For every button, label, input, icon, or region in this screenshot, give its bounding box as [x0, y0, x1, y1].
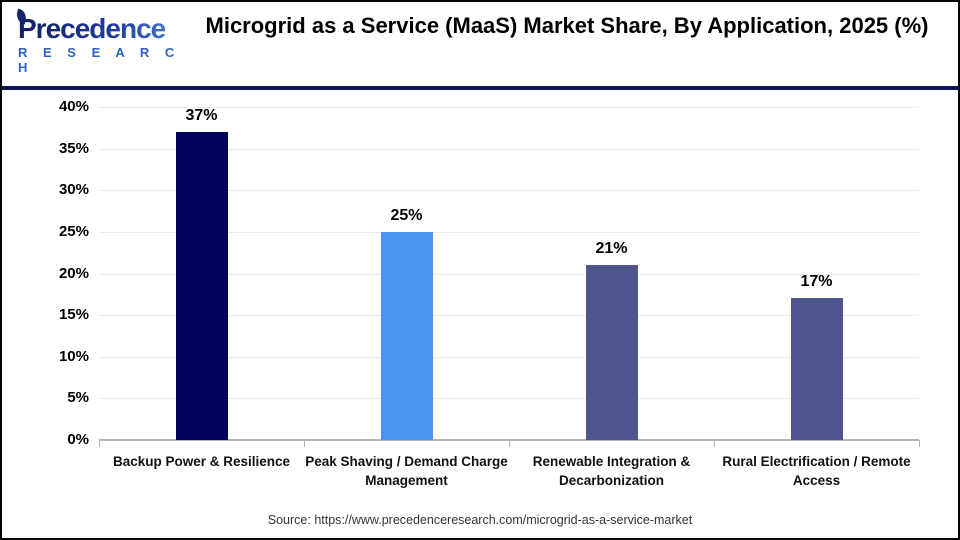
- chart-title: Microgrid as a Service (MaaS) Market Sha…: [205, 13, 929, 38]
- y-axis-tick-label: 10%: [58, 347, 89, 365]
- x-axis-category-label: Renewable Integration & Decarbonization: [532, 454, 691, 488]
- gridline: [99, 315, 919, 317]
- x-axis-category-label: Rural Electrification / Remote Access: [722, 454, 911, 488]
- precedence-research-logo: Precedence R E S E A R C H: [14, 8, 188, 75]
- y-axis-tick-label: 15%: [58, 306, 89, 324]
- header-divider: [2, 86, 958, 90]
- y-axis-tick-label: 40%: [58, 98, 89, 115]
- y-axis-tick-label: 35%: [58, 139, 89, 157]
- bar-value-label: 21%: [595, 240, 628, 258]
- y-axis-tick-label: 30%: [58, 181, 89, 199]
- bar: [790, 298, 843, 440]
- gridline: [99, 398, 919, 400]
- y-axis-tick-label: 0%: [67, 431, 89, 448]
- gridline: [99, 190, 919, 192]
- gridline: [99, 107, 919, 108]
- source-text: Source: https://www.precedenceresearch.c…: [267, 513, 693, 527]
- x-axis-tick: [509, 440, 510, 447]
- bar: [175, 131, 228, 440]
- y-axis-tick-label: 20%: [58, 264, 89, 282]
- gridline: [99, 356, 919, 358]
- bar-value-label: 17%: [800, 273, 833, 291]
- x-axis-tick: [714, 440, 715, 447]
- x-axis-category-label: Peak Shaving / Demand Charge Management: [305, 454, 508, 488]
- logo-wordmark: Precedence: [18, 14, 188, 44]
- bar-value-label: 37%: [185, 106, 218, 124]
- bar: [585, 265, 638, 440]
- logo-subtitle: R E S E A R C H: [18, 45, 181, 75]
- x-axis-tick: [99, 440, 100, 447]
- y-axis-tick-label: 5%: [67, 389, 89, 407]
- gridline: [99, 273, 919, 275]
- header: Precedence R E S E A R C H Microgrid as …: [2, 2, 958, 86]
- y-axis-tick-label: 25%: [58, 222, 89, 240]
- bar: [380, 231, 433, 440]
- gridline: [99, 148, 919, 150]
- gridline: [99, 231, 919, 233]
- x-axis-tick: [919, 440, 920, 447]
- x-axis-tick: [304, 440, 305, 447]
- bar-value-label: 25%: [390, 206, 423, 224]
- x-axis-category-label: Backup Power & Resilience: [112, 454, 291, 469]
